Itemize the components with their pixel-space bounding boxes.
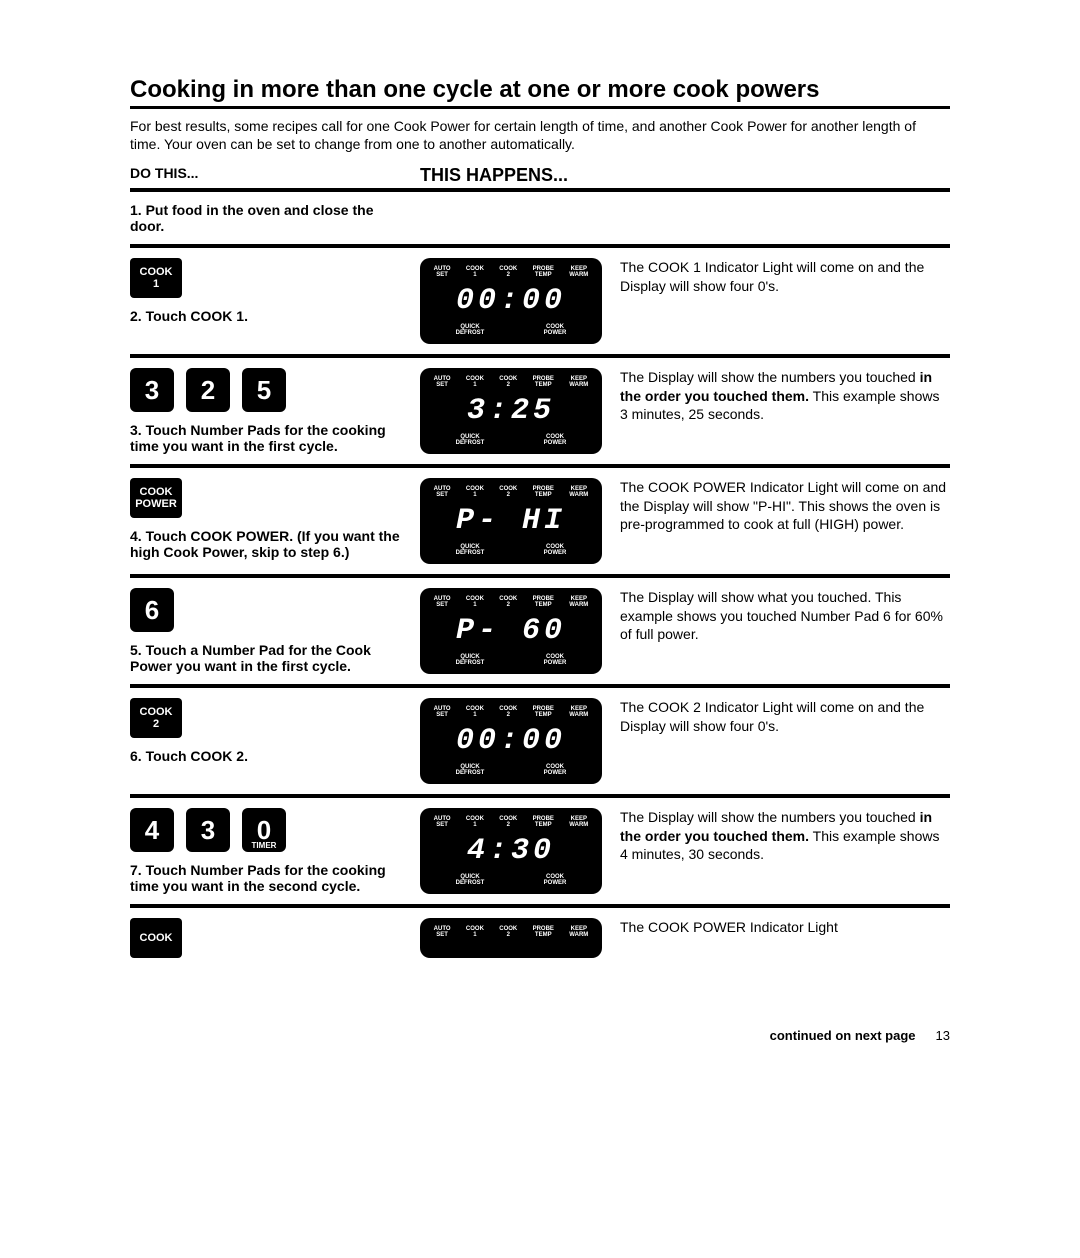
mw-numpad-4: 4 [130, 808, 174, 852]
step-instruction: 2. Touch COOK 1. [130, 308, 410, 324]
microwave-display: AUTOSETCOOK1COOK2PROBETEMPKEEPWARM P- HI… [420, 478, 602, 564]
step-result-text [610, 202, 950, 234]
display-readout: P- 60 [426, 608, 596, 654]
mw-numpad-2: 2 [186, 368, 230, 412]
step-instruction: 3. Touch Number Pads for the cooking tim… [130, 422, 410, 454]
continued-text: continued on next page [770, 1028, 916, 1043]
microwave-display: AUTOSETCOOK1COOK2PROBETEMPKEEPWARM 3:25 … [420, 368, 602, 454]
step-7: 43 0TIMER 7. Touch Number Pads for the co… [130, 798, 950, 908]
display-readout: 00:00 [426, 278, 596, 324]
step-6: COOK2 6. Touch COOK 2. AUTOSETCOOK1COOK2… [130, 688, 950, 798]
page-title: Cooking in more than one cycle at one or… [130, 76, 950, 109]
microwave-display: AUTOSETCOOK1COOK2PROBETEMPKEEPWARM [420, 918, 602, 958]
step-instruction: 4. Touch COOK POWER. (If you want the hi… [130, 528, 410, 560]
intro-text: For best results, some recipes call for … [130, 117, 950, 153]
microwave-display: AUTOSETCOOK1COOK2PROBETEMPKEEPWARM 4:30 … [420, 808, 602, 894]
mw-numpad-3: 3 [130, 368, 174, 412]
step-result-text: The COOK POWER Indicator Light will come… [610, 478, 950, 564]
mw-button-cook-power: COOKPOWER [130, 478, 182, 518]
step-result-text: The COOK 2 Indicator Light will come on … [610, 698, 950, 784]
button-row: COOKPOWER [130, 478, 410, 518]
columns-header: DO THIS... THIS HAPPENS... [130, 165, 950, 192]
step-1: 1. Put food in the oven and close the do… [130, 192, 950, 248]
button-row: 6 [130, 588, 410, 632]
mw-numpad-3: 3 [186, 808, 230, 852]
step-result-text: The Display will show the numbers you to… [610, 808, 950, 894]
mw-button-cook-1: COOK1 [130, 258, 182, 298]
step-instruction: 6. Touch COOK 2. [130, 748, 410, 764]
header-this-happens: THIS HAPPENS... [420, 165, 950, 186]
display-readout: 00:00 [426, 718, 596, 764]
mw-numpad-5: 5 [242, 368, 286, 412]
header-do-this: DO THIS... [130, 165, 420, 186]
step-2: COOK1 2. Touch COOK 1. AUTOSETCOOK1COOK2… [130, 248, 950, 358]
mw-numpad-0: 0TIMER [242, 808, 286, 852]
mw-button-cook-2: COOK2 [130, 698, 182, 738]
microwave-display: AUTOSETCOOK1COOK2PROBETEMPKEEPWARM 00:00… [420, 258, 602, 344]
step-instruction: 5. Touch a Number Pad for the Cook Power… [130, 642, 410, 674]
display-readout [426, 938, 596, 950]
step-8: COOK AUTOSETCOOK1COOK2PROBETEMPKEEPWARM … [130, 908, 950, 968]
step-result-text: The Display will show the numbers you to… [610, 368, 950, 454]
button-row: COOK2 [130, 698, 410, 738]
step-5: 6 5. Touch a Number Pad for the Cook Pow… [130, 578, 950, 688]
step-3: 325 3. Touch Number Pads for the cooking… [130, 358, 950, 468]
display-readout: 4:30 [426, 828, 596, 874]
display-readout: P- HI [426, 498, 596, 544]
button-row: COOK [130, 918, 410, 958]
button-row: COOK1 [130, 258, 410, 298]
button-row: 43 0TIMER [130, 808, 410, 852]
step-result-text: The COOK 1 Indicator Light will come on … [610, 258, 950, 344]
microwave-display: AUTOSETCOOK1COOK2PROBETEMPKEEPWARM 00:00… [420, 698, 602, 784]
step-result-text: The COOK POWER Indicator Light [610, 918, 950, 968]
step-instruction: 7. Touch Number Pads for the cooking tim… [130, 862, 410, 894]
display-readout: 3:25 [426, 388, 596, 434]
mw-button-cook: COOK [130, 918, 182, 958]
step-result-text: The Display will show what you touched. … [610, 588, 950, 674]
mw-numpad-6: 6 [130, 588, 174, 632]
button-row: 325 [130, 368, 410, 412]
step-4: COOKPOWER 4. Touch COOK POWER. (If you w… [130, 468, 950, 578]
microwave-display: AUTOSETCOOK1COOK2PROBETEMPKEEPWARM P- 60… [420, 588, 602, 674]
step-instruction: 1. Put food in the oven and close the do… [130, 202, 410, 234]
page-number: 13 [936, 1028, 950, 1043]
